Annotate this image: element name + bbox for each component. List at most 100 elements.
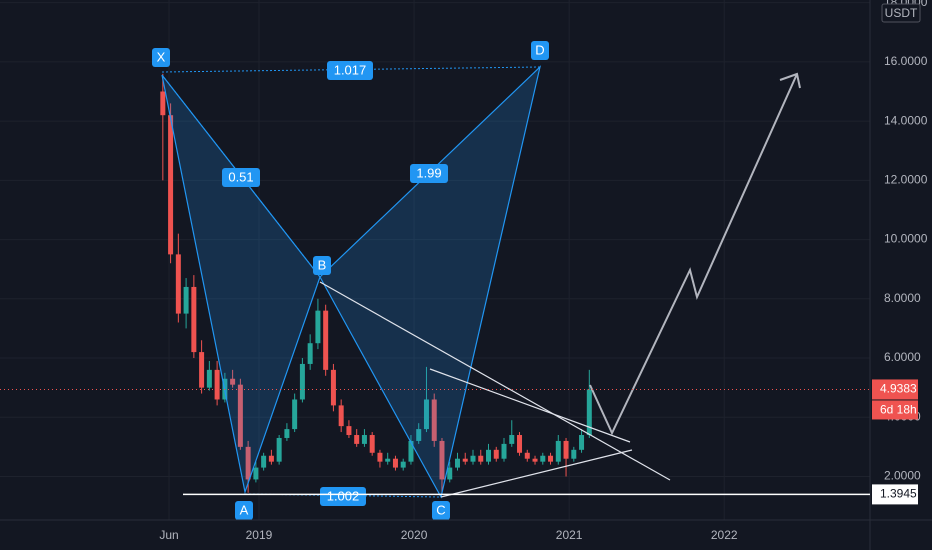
candle-body xyxy=(431,399,437,441)
candle-body xyxy=(579,435,585,450)
candle-body xyxy=(214,369,220,400)
candle-body xyxy=(183,286,189,314)
projection-path xyxy=(589,73,798,436)
y-tick-label: 14.0000 xyxy=(884,113,928,127)
candle-body xyxy=(486,449,492,462)
label-box xyxy=(432,501,450,520)
point-label: D xyxy=(535,42,544,57)
x-tick-label: 2020 xyxy=(401,528,428,542)
last-price-label: 4.9383 xyxy=(880,382,917,396)
trendline xyxy=(429,368,631,443)
x-tick-label: Jun xyxy=(159,528,178,542)
candle-body xyxy=(385,458,391,462)
pattern-labels: X A B C D 1.017 0.51 1.99 1.002 xyxy=(152,41,549,520)
y-tick-label: 16.0000 xyxy=(884,54,928,68)
candle-body xyxy=(423,399,429,430)
label-box xyxy=(531,41,549,60)
candle-body xyxy=(346,426,352,436)
trendlines xyxy=(319,281,671,498)
candle-body xyxy=(284,429,290,438)
unit-label: USDT xyxy=(885,6,918,20)
projection-arrow xyxy=(589,72,801,436)
candle-body xyxy=(400,461,406,468)
candle-body xyxy=(315,310,321,344)
ratio-box xyxy=(327,61,373,80)
y-tick-label: 12.0000 xyxy=(884,173,928,187)
trendline xyxy=(319,281,671,481)
candle-body xyxy=(253,467,259,480)
candle-body xyxy=(230,378,236,385)
candle-body xyxy=(532,458,538,462)
candle-body xyxy=(323,310,329,370)
candle-body xyxy=(299,363,305,400)
candle-body xyxy=(338,405,344,427)
candle-body xyxy=(191,286,197,353)
point-label: X xyxy=(157,49,166,64)
label-box xyxy=(235,501,253,520)
candle-body xyxy=(548,455,554,462)
countdown-label: 6d 18h xyxy=(880,403,917,417)
candle-body xyxy=(517,435,523,453)
candle-body xyxy=(392,458,398,468)
label-box xyxy=(313,256,331,275)
candle-body xyxy=(501,443,507,459)
candle-body xyxy=(571,449,577,459)
x-tick-label: 2022 xyxy=(711,528,738,542)
candle-body xyxy=(175,254,181,314)
candle-body xyxy=(524,452,530,459)
last-price-badge xyxy=(872,379,918,400)
point-label: C xyxy=(436,502,445,517)
trendline xyxy=(440,449,633,498)
support-badge xyxy=(872,484,918,505)
unit-box xyxy=(881,3,921,23)
x-tick-label: 2019 xyxy=(246,528,273,542)
candle-body xyxy=(555,440,561,462)
support-label: 1.3945 xyxy=(880,487,917,501)
candle-body xyxy=(330,369,336,406)
ratio-label: 0.51 xyxy=(228,169,253,184)
candle-body xyxy=(261,455,267,468)
candle-body xyxy=(245,446,251,480)
label-box xyxy=(152,48,170,67)
y-tick-label: 10.0000 xyxy=(884,232,928,246)
candle-body xyxy=(354,435,360,444)
candle-body xyxy=(447,467,453,480)
bcd-triangle xyxy=(319,65,542,499)
ratio-label: 1.017 xyxy=(334,62,367,77)
candle-body xyxy=(276,437,282,462)
ratio-label: 1.99 xyxy=(416,165,441,180)
ratio-box xyxy=(320,487,366,506)
candle-body xyxy=(206,369,212,388)
y-tick-label: 6.0000 xyxy=(884,350,921,364)
y-tick-label: 8.0000 xyxy=(884,291,921,305)
candle-body xyxy=(454,458,460,468)
candle-body xyxy=(439,440,445,480)
candles xyxy=(160,73,592,495)
candle-body xyxy=(509,435,515,444)
candle-body xyxy=(361,435,367,444)
candle-body xyxy=(168,115,174,255)
point-label: B xyxy=(318,257,327,272)
arrow-head xyxy=(779,72,801,89)
candle-body xyxy=(478,455,484,462)
candle-body xyxy=(493,449,499,459)
candle-body xyxy=(586,389,592,436)
ratio-label: 1.002 xyxy=(327,488,360,503)
ratio-box xyxy=(222,168,260,187)
candle-body xyxy=(563,440,569,459)
countdown-badge xyxy=(872,400,918,420)
candle-body xyxy=(292,399,298,430)
candle-body xyxy=(408,440,414,462)
candle-body xyxy=(268,455,274,462)
candle-body xyxy=(462,458,468,462)
candle-body xyxy=(540,455,546,462)
candle-body xyxy=(369,435,375,453)
ratio-box xyxy=(410,164,448,183)
candle-body xyxy=(470,455,476,462)
candle-body xyxy=(377,452,383,462)
point-label: A xyxy=(240,502,249,517)
candle-body xyxy=(160,91,166,116)
y-tick-label: 2.0000 xyxy=(884,469,921,483)
